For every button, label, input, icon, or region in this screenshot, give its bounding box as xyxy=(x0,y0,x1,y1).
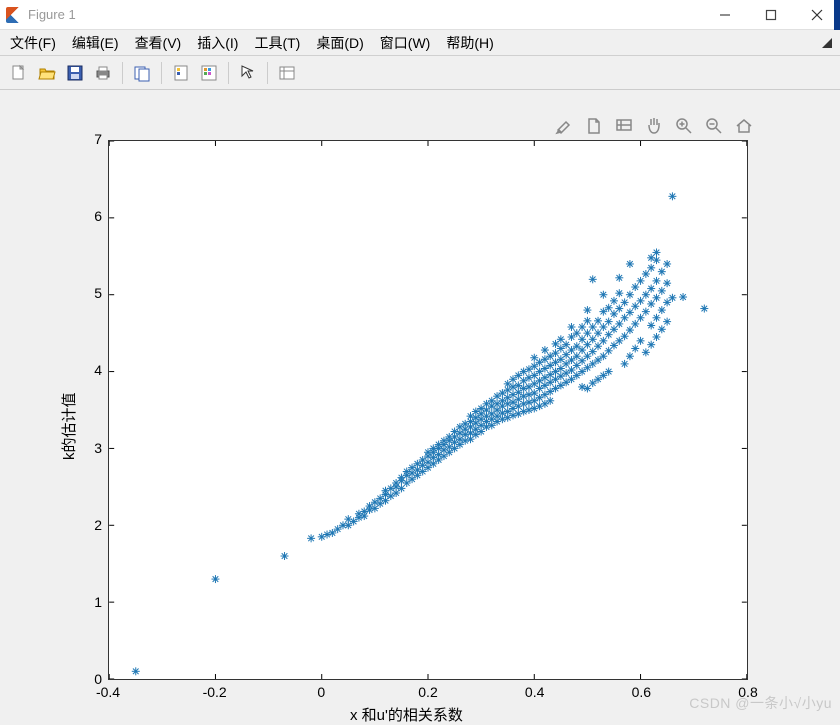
link-button[interactable] xyxy=(168,60,194,86)
save-button[interactable] xyxy=(62,60,88,86)
print-preview-button[interactable] xyxy=(129,60,155,86)
zoom-in-icon[interactable] xyxy=(672,114,696,138)
toolbar-separator xyxy=(122,62,123,84)
axes-toolbar xyxy=(552,114,756,138)
y-axis-label: k的估计值 xyxy=(58,392,79,460)
data-viewer-button[interactable] xyxy=(274,60,300,86)
titlebar: Figure 1 xyxy=(0,0,840,30)
open-button[interactable] xyxy=(34,60,60,86)
menu-desktop[interactable]: 桌面(D) xyxy=(308,31,371,55)
pan-icon[interactable] xyxy=(642,114,666,138)
menu-window[interactable]: 窗口(W) xyxy=(372,31,439,55)
right-edge-accent xyxy=(834,0,840,30)
x-tick-label: 0.6 xyxy=(627,684,655,700)
edit-plot-button[interactable] xyxy=(235,60,261,86)
axes[interactable] xyxy=(108,140,748,680)
x-tick-label: -0.2 xyxy=(201,684,229,700)
x-tick-label: 0 xyxy=(307,684,335,700)
x-tick-label: 0.2 xyxy=(414,684,442,700)
print-button[interactable] xyxy=(90,60,116,86)
minimize-button[interactable] xyxy=(702,0,748,30)
menu-help[interactable]: 帮助(H) xyxy=(438,31,501,55)
datacursor-icon[interactable] xyxy=(612,114,636,138)
new-figure-button[interactable] xyxy=(6,60,32,86)
y-tick-label: 6 xyxy=(84,208,102,224)
dock-menu-icon[interactable] xyxy=(820,36,834,50)
menubar: 文件(F) 编辑(E) 查看(V) 插入(I) 工具(T) 桌面(D) 窗口(W… xyxy=(0,30,840,56)
window-title: Figure 1 xyxy=(28,7,76,22)
home-icon[interactable] xyxy=(732,114,756,138)
brush-icon[interactable] xyxy=(552,114,576,138)
y-tick-label: 7 xyxy=(84,131,102,147)
menu-file[interactable]: 文件(F) xyxy=(2,31,64,55)
y-tick-label: 2 xyxy=(84,517,102,533)
y-tick-label: 1 xyxy=(84,594,102,610)
restore-view-icon[interactable] xyxy=(582,114,606,138)
menu-view[interactable]: 查看(V) xyxy=(127,31,190,55)
matlab-icon xyxy=(6,7,22,23)
maximize-button[interactable] xyxy=(748,0,794,30)
toolbar-separator xyxy=(161,62,162,84)
zoom-out-icon[interactable] xyxy=(702,114,726,138)
y-tick-label: 4 xyxy=(84,362,102,378)
toolbar xyxy=(0,56,840,90)
scatter-plot xyxy=(109,141,747,679)
menu-tools[interactable]: 工具(T) xyxy=(246,31,308,55)
x-tick-label: 0.4 xyxy=(521,684,549,700)
x-axis-label: x 和u'的相关系数 xyxy=(350,704,463,725)
watermark: CSDN @一条小√小yu xyxy=(689,693,832,713)
window-controls xyxy=(702,0,840,30)
menu-edit[interactable]: 编辑(E) xyxy=(64,31,127,55)
figure-area: k的估计值 x 和u'的相关系数 -0.4-0.200.20.40.60.801… xyxy=(0,90,840,719)
y-tick-label: 0 xyxy=(84,671,102,687)
toolbar-separator xyxy=(267,62,268,84)
toolbar-separator xyxy=(228,62,229,84)
y-tick-label: 3 xyxy=(84,440,102,456)
menu-insert[interactable]: 插入(I) xyxy=(189,31,246,55)
y-tick-label: 5 xyxy=(84,285,102,301)
colorbar-button[interactable] xyxy=(196,60,222,86)
